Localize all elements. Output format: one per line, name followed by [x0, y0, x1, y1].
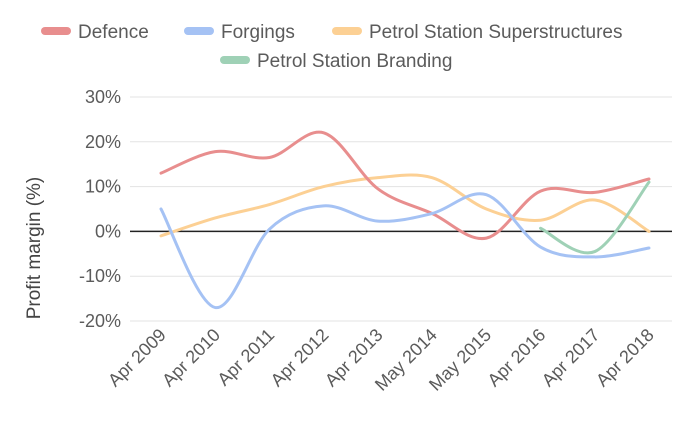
y-tick-label: 20% — [85, 132, 121, 152]
series-line-defence — [159, 130, 651, 241]
legend-item-petrol-station-branding: Petrol Station Branding — [220, 51, 452, 72]
legend-item-defence: Defence — [41, 22, 149, 43]
legend-label: Defence — [78, 22, 149, 43]
gridlines — [130, 96, 672, 322]
legend-item-petrol-station-superstructures: Petrol Station Superstructures — [332, 22, 622, 43]
legend-label: Petrol Station Branding — [257, 51, 452, 72]
y-axis-ticks: 30% 20% 10% 0% -10% -20% — [79, 87, 121, 331]
y-tick-label: 10% — [85, 177, 121, 197]
legend-item-forgings: Forgings — [184, 22, 295, 43]
x-tick-label: Apr 2011 — [213, 325, 278, 390]
legend-label: Petrol Station Superstructures — [369, 22, 622, 43]
x-tick-label: Apr 2016 — [484, 325, 550, 391]
legend-label: Forgings — [221, 22, 295, 43]
y-tick-label: -20% — [79, 311, 121, 331]
x-tick-label: Apr 2012 — [267, 325, 333, 391]
series-line-petrol-station-branding — [539, 180, 651, 255]
series-line-petrol-station-superstructures — [159, 173, 651, 238]
series-lines — [159, 130, 651, 310]
legend: Defence Forgings Petrol Station Superstruc… — [41, 22, 622, 72]
y-tick-label: -10% — [79, 266, 121, 286]
series-line-forgings — [159, 192, 651, 310]
y-axis-title: Profit margin (%) — [24, 177, 45, 320]
x-tick-label: Apr 2017 — [538, 325, 604, 391]
y-tick-label: 30% — [85, 87, 121, 107]
x-tick-label: Apr 2010 — [158, 325, 224, 391]
x-tick-label: Apr 2018 — [592, 325, 658, 391]
y-tick-label: 0% — [95, 221, 121, 241]
x-tick-label: Apr 2009 — [104, 325, 170, 391]
